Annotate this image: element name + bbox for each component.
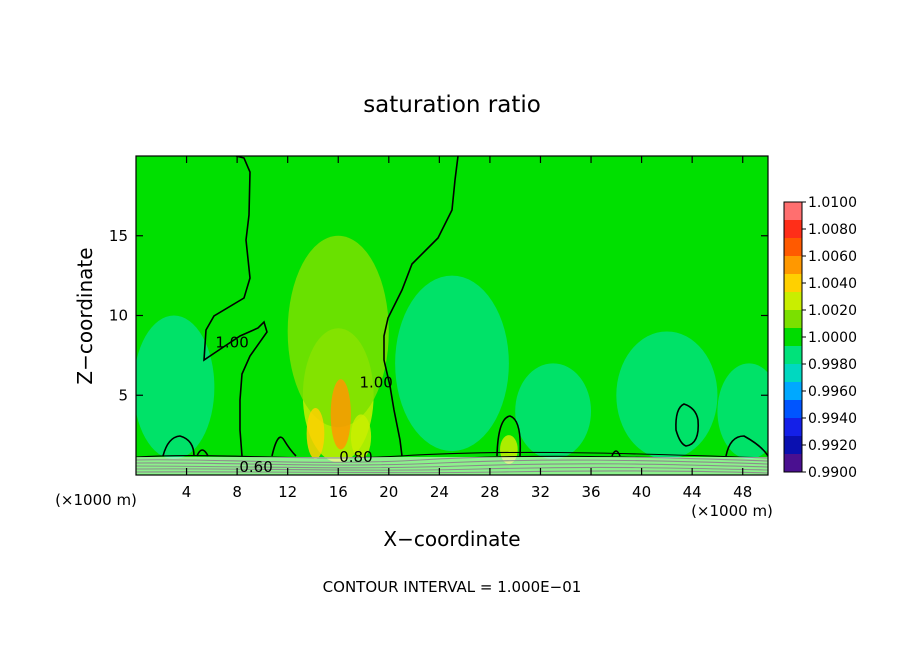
colorbar-swatch (784, 436, 802, 455)
contour-line (203, 156, 268, 457)
x-tick-label: 28 (480, 483, 499, 501)
contour-label: 1.00 (215, 333, 248, 351)
colorbar-swatch (784, 418, 802, 437)
colorbar-label: 1.0000 (808, 330, 857, 346)
x-axis: 4 8 12 16 20 24 28 32 36 40 44 48 (182, 156, 752, 501)
contour-line (725, 435, 768, 457)
x-tick-label: 24 (430, 483, 449, 501)
contour-label: 0.80 (339, 448, 372, 466)
colorbar-swatch (784, 328, 802, 347)
y-tick-label: 15 (109, 227, 128, 245)
field-feature (350, 414, 372, 460)
y-tick-label: 5 (118, 386, 128, 404)
contour-interval-note: CONTOUR INTERVAL = 1.000E−01 (323, 578, 582, 596)
colorbar-label: 1.0020 (808, 303, 857, 319)
contour-line (196, 449, 209, 457)
colorbar-swatch (784, 202, 802, 221)
field-feature (395, 275, 509, 452)
x-tick-label: 32 (531, 483, 550, 501)
x-tick-label: 4 (182, 483, 192, 501)
colorbar-swatch (784, 256, 802, 275)
colorbar-swatch (784, 346, 802, 365)
contour-line (162, 435, 195, 457)
x-tick-label: 40 (632, 483, 651, 501)
contour-lines (162, 156, 768, 457)
x-tick-label: 36 (581, 483, 600, 501)
colorbar-swatch (784, 220, 802, 239)
contour-line (383, 156, 459, 457)
colorbar-swatch (784, 454, 802, 473)
x-tick-label: 16 (329, 483, 348, 501)
colorbar-swatch (784, 400, 802, 419)
field-feature (287, 235, 389, 428)
y-tick-label: 10 (109, 307, 128, 325)
y-axis-label: Z−coordinate (73, 247, 97, 384)
chart-title: saturation ratio (363, 92, 541, 118)
plot-area: 1.00 1.00 0.60 0.80 (135, 155, 769, 476)
y-axis: 5 10 15 (109, 227, 768, 404)
field-feature (306, 408, 325, 460)
contour-line (496, 415, 522, 457)
colorbar-swatch (784, 274, 802, 293)
colorbar-swatch (784, 292, 802, 311)
surface-band-fill (136, 457, 768, 475)
x-unit-left: (×1000 m) (55, 491, 137, 509)
colorbar-label: 1.0040 (808, 276, 857, 292)
contour-line (611, 450, 621, 457)
contour-label: 0.60 (239, 458, 272, 476)
colorbar-swatch (784, 364, 802, 383)
field-feature (136, 315, 215, 460)
x-axis-label: X−coordinate (383, 527, 520, 551)
colorbar-swatch (784, 238, 802, 257)
contour-label-layer: 1.00 1.00 0.60 0.80 (215, 333, 393, 475)
colorbar-label: 0.9900 (808, 465, 857, 481)
colorbar-label: 0.9940 (808, 411, 857, 427)
colorbar-label: 0.9920 (808, 438, 857, 454)
x-tick-label: 20 (379, 483, 398, 501)
colorbar: 1.0100 1.0080 1.0060 1.0040 1.0020 1.0000 0.99… (783, 195, 857, 481)
colorbar-swatch (784, 310, 802, 329)
contour-label: 1.00 (359, 373, 392, 391)
colorbar-label: 1.0100 (808, 195, 857, 211)
field-feature (330, 379, 351, 450)
colorbar-swatch (784, 382, 802, 401)
x-tick-label: 12 (278, 483, 297, 501)
field-feature (717, 363, 768, 460)
colorbar-label: 1.0060 (808, 249, 857, 265)
field-feature (515, 363, 592, 460)
x-tick-label: 8 (232, 483, 242, 501)
x-unit-right: (×1000 m) (691, 502, 773, 520)
colorbar-label: 0.9980 (808, 357, 857, 373)
contour-line (675, 403, 700, 447)
contour-line (271, 436, 297, 457)
contour-line (136, 451, 768, 459)
colorbar-label: 1.0080 (808, 222, 857, 238)
colorbar-label: 0.9960 (808, 384, 857, 400)
field-feature (616, 331, 718, 460)
x-tick-label: 44 (683, 483, 702, 501)
x-tick-label: 48 (733, 483, 752, 501)
